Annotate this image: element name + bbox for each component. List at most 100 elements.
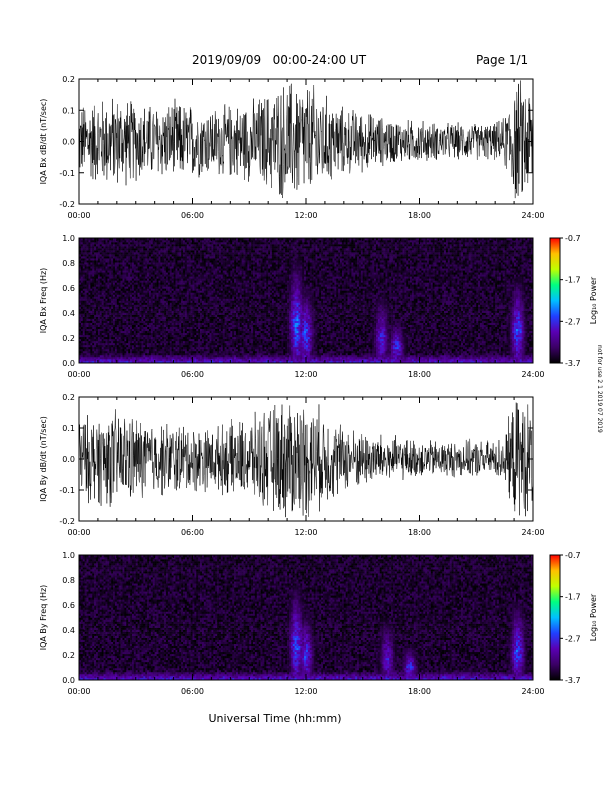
heatmap-cell <box>174 327 176 329</box>
heatmap-cell <box>160 359 162 361</box>
heatmap-cell <box>119 349 121 351</box>
heatmap-cell <box>134 288 136 290</box>
heatmap-cell <box>124 254 126 256</box>
heatmap-cell <box>187 325 189 327</box>
heatmap-cell <box>87 244 89 246</box>
heatmap-cell <box>105 351 107 353</box>
heatmap-cell <box>151 301 153 303</box>
heatmap-cell <box>175 250 177 252</box>
heatmap-cell <box>193 298 195 300</box>
heatmap-cell <box>196 284 198 286</box>
heatmap-cell <box>136 323 138 325</box>
heatmap-cell <box>111 345 113 347</box>
heatmap-cell <box>123 264 125 266</box>
heatmap-cell <box>134 282 136 284</box>
heatmap-cell <box>140 335 142 337</box>
heatmap-cell <box>149 292 151 294</box>
heatmap-cell <box>155 315 157 317</box>
heatmap-cell <box>155 254 157 256</box>
heatmap-cell <box>105 319 107 321</box>
heatmap-cell <box>191 270 193 272</box>
heatmap-cell <box>88 276 90 278</box>
heatmap-cell <box>143 321 145 323</box>
heatmap-cell <box>134 250 136 252</box>
heatmap-cell <box>147 303 149 305</box>
heatmap-cell <box>92 307 94 309</box>
heatmap-cell <box>96 349 98 351</box>
heatmap-cell <box>85 333 87 335</box>
heatmap-cell <box>109 309 111 311</box>
heatmap-cell <box>100 329 102 331</box>
heatmap-cell <box>85 284 87 286</box>
heatmap-cell <box>102 321 104 323</box>
heatmap-cell <box>160 345 162 347</box>
heatmap-cell <box>121 288 123 290</box>
heatmap-cell <box>94 357 96 359</box>
heatmap-cell <box>87 284 89 286</box>
heatmap-cell <box>81 294 83 296</box>
heatmap-cell <box>143 280 145 282</box>
heatmap-cell <box>92 313 94 315</box>
heatmap-cell <box>136 242 138 244</box>
heatmap-cell <box>189 262 191 264</box>
heatmap-cell <box>174 311 176 313</box>
heatmap-cell <box>107 256 109 258</box>
heatmap-cell <box>200 323 202 325</box>
heatmap-cell <box>155 357 157 359</box>
heatmap-cell <box>185 240 187 242</box>
heatmap-cell <box>168 305 170 307</box>
heatmap-cell <box>170 303 172 305</box>
heatmap-cell <box>179 313 181 315</box>
heatmap-cell <box>90 315 92 317</box>
heatmap-cell <box>185 337 187 339</box>
heatmap-cell <box>104 296 106 298</box>
heatmap-cell <box>81 303 83 305</box>
heatmap-cell <box>189 276 191 278</box>
heatmap-cell <box>107 341 109 343</box>
heatmap-cell <box>194 256 196 258</box>
heatmap-cell <box>90 355 92 357</box>
heatmap-cell <box>104 250 106 252</box>
heatmap-cell <box>198 335 200 337</box>
heatmap-cell <box>102 325 104 327</box>
heatmap-cell <box>134 333 136 335</box>
heatmap-cell <box>162 264 164 266</box>
heatmap-cell <box>145 244 147 246</box>
heatmap-cell <box>117 355 119 357</box>
heatmap-cell <box>111 240 113 242</box>
heatmap-cell <box>90 240 92 242</box>
heatmap-cell <box>109 248 111 250</box>
heatmap-cell <box>155 248 157 250</box>
heatmap-cell <box>128 325 130 327</box>
heatmap-cell <box>141 264 143 266</box>
heatmap-cell <box>94 260 96 262</box>
heatmap-cell <box>138 254 140 256</box>
heatmap-cell <box>87 325 89 327</box>
heatmap-cell <box>96 246 98 248</box>
heatmap-cell <box>100 276 102 278</box>
heatmap-cell <box>123 256 125 258</box>
heatmap-cell <box>160 246 162 248</box>
heatmap-cell <box>194 244 196 246</box>
heatmap-cell <box>100 298 102 300</box>
heatmap-cell <box>175 242 177 244</box>
heatmap-cell <box>111 282 113 284</box>
heatmap-cell <box>147 323 149 325</box>
heatmap-cell <box>130 276 132 278</box>
heatmap-cell <box>193 347 195 349</box>
heatmap-cell <box>140 274 142 276</box>
heatmap-cell <box>100 292 102 294</box>
heatmap-cell <box>92 323 94 325</box>
heatmap-cell <box>193 341 195 343</box>
heatmap-cell <box>193 349 195 351</box>
heatmap-cell <box>181 252 183 254</box>
heatmap-cell <box>136 327 138 329</box>
heatmap-cell <box>94 258 96 260</box>
heatmap-cell <box>151 298 153 300</box>
heatmap-cell <box>121 343 123 345</box>
heatmap-cell <box>145 341 147 343</box>
heatmap-cell <box>179 244 181 246</box>
heatmap-cell <box>134 327 136 329</box>
heatmap-cell <box>193 345 195 347</box>
heatmap-cell <box>200 337 202 339</box>
